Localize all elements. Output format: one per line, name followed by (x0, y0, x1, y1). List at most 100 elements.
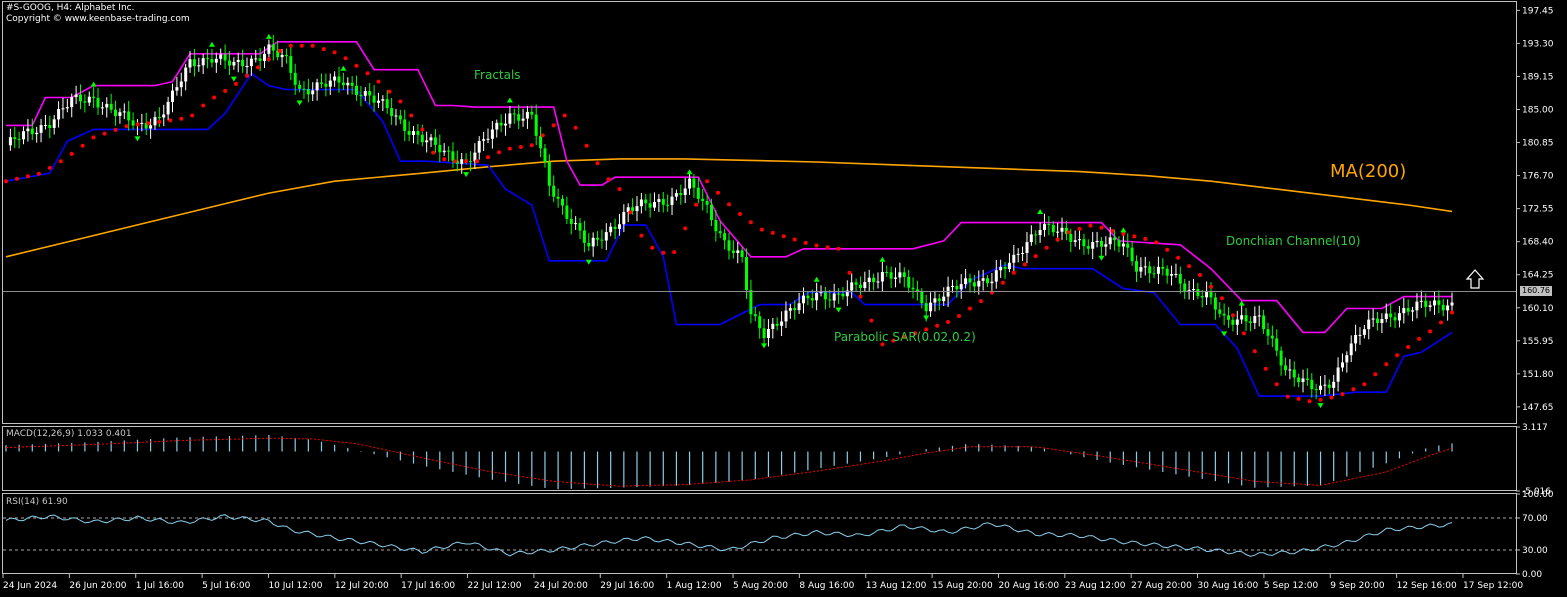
candle-body (1354, 335, 1358, 344)
psar-dot (168, 118, 173, 123)
fractals-label: Fractals (474, 68, 521, 82)
candle-body (1038, 230, 1042, 235)
candle-body (859, 284, 862, 288)
candle-body (968, 278, 972, 283)
psar-dot (124, 124, 129, 129)
psar-dot (727, 202, 731, 207)
candle-body (372, 95, 376, 103)
psar-dot (913, 331, 918, 336)
candle-body (530, 111, 534, 115)
candle-body (1174, 274, 1178, 275)
candle-body (306, 89, 310, 95)
psar-dot (486, 155, 490, 160)
candle-body (534, 114, 538, 136)
price-tick-label: 164.25 (1522, 271, 1554, 281)
candle-body (65, 107, 69, 109)
candle-body (1113, 237, 1117, 241)
candle-body (714, 220, 718, 232)
fractal-up-icon (686, 169, 693, 175)
psar-dot (1077, 226, 1082, 231)
x-tick-label: 10 Jul 12:00 (268, 581, 322, 591)
candle-body (241, 59, 245, 67)
candle-body (368, 91, 372, 96)
candle-body (74, 94, 78, 98)
candle-body (1095, 240, 1099, 243)
candle-body (385, 99, 389, 109)
candle-body (43, 125, 47, 126)
psar-dot (201, 103, 206, 108)
psar-dot (387, 89, 392, 94)
psar-dot (858, 294, 863, 299)
candle-body (674, 193, 678, 197)
candle-body (1069, 234, 1073, 242)
candle-body (390, 108, 394, 117)
candle-body (1003, 266, 1007, 269)
price-tick-label: 197.45 (1522, 6, 1554, 16)
candle-body (1152, 273, 1156, 275)
psar-dot (310, 43, 315, 48)
candle-body (705, 201, 709, 205)
candle-body (30, 128, 34, 135)
x-tick-label: 24 Jun 2024 (3, 581, 57, 591)
candle-body (521, 118, 525, 121)
candle-body (355, 85, 358, 95)
psar-dot (36, 171, 41, 176)
candle-body (894, 277, 897, 279)
candle-body (600, 239, 604, 241)
psar-dot (58, 159, 63, 164)
psar-dot (212, 95, 217, 100)
candle-body (398, 115, 402, 120)
psar-dot (497, 150, 501, 155)
candle-body (1332, 381, 1336, 388)
candle-body (942, 296, 946, 302)
candle-body (618, 224, 621, 229)
candle-body (1310, 379, 1314, 390)
candle-body (429, 137, 433, 141)
candle-body (845, 290, 849, 297)
ma200-line (5, 158, 1453, 258)
psar-dot (672, 250, 677, 255)
x-tick-label: 22 Jul 12:00 (468, 581, 522, 591)
psar-dot (1362, 382, 1367, 387)
candle-body (166, 101, 170, 115)
candle-body (653, 202, 656, 208)
psar-dot (880, 342, 885, 347)
candle-body (999, 266, 1003, 271)
price-tick-label: 160.10 (1522, 304, 1554, 314)
psar-dot (1154, 240, 1159, 245)
candle-body (1419, 300, 1423, 302)
candle-body (1323, 384, 1327, 386)
psar-dot (869, 318, 874, 323)
candle-body (683, 188, 687, 195)
candle-body (679, 193, 683, 195)
candle-body (127, 111, 131, 121)
candle-body (1183, 283, 1187, 292)
candle-body (867, 277, 871, 282)
candle-body (171, 90, 174, 102)
fractal-down-icon (1098, 255, 1105, 261)
candle-body (639, 199, 643, 207)
candle-body (83, 101, 87, 103)
candle-body (1126, 243, 1130, 248)
candle-body (723, 233, 727, 241)
candle-body (254, 58, 258, 60)
candle-body (1402, 308, 1406, 314)
psar-dot (606, 177, 611, 182)
symbol-title: #S-GOOG, H4: Alphabet Inc. (6, 3, 135, 13)
rsi-pane (2, 493, 1517, 574)
psar-dot (179, 116, 184, 121)
candle-body (512, 113, 516, 115)
candle-body (872, 277, 876, 283)
candle-body (245, 66, 249, 67)
candle-body (79, 94, 82, 102)
candle-body (1165, 268, 1169, 276)
candle-body (1305, 378, 1309, 380)
candle-body (578, 223, 582, 231)
psar-dot (1395, 353, 1400, 358)
psar-dot (1055, 237, 1060, 242)
psar-dot (595, 161, 600, 166)
price-tick-label: 176.70 (1522, 172, 1554, 182)
candle-body (236, 59, 240, 62)
psar-dot (1066, 230, 1071, 235)
psar-dot (277, 48, 282, 53)
